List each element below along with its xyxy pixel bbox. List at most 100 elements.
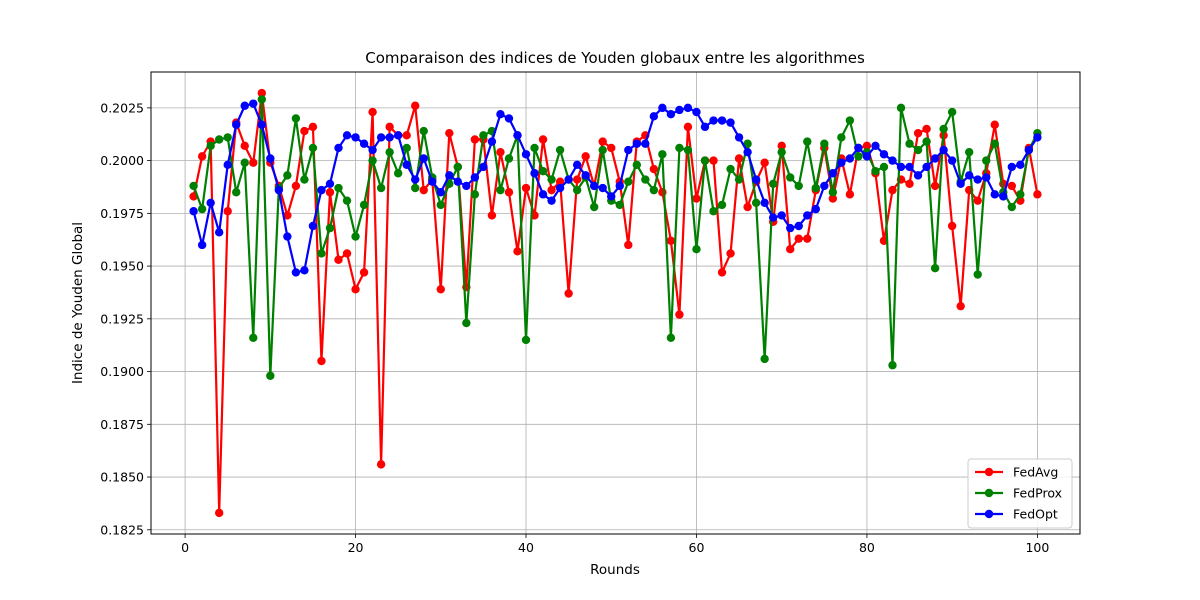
data-point-fedprox xyxy=(325,223,335,233)
data-point-fedopt xyxy=(973,175,982,184)
plot-frame xyxy=(150,71,1081,535)
data-point-fedopt xyxy=(786,223,795,233)
data-point-fedopt xyxy=(854,143,863,153)
data-point-fedprox xyxy=(794,181,803,191)
x-tick-label: 40 xyxy=(518,540,534,555)
data-point-fedprox xyxy=(922,137,931,146)
data-point-fedprox xyxy=(658,150,667,159)
data-point-fedopt xyxy=(393,131,403,140)
series-fedprox xyxy=(189,95,1042,380)
data-point-fedopt xyxy=(453,177,463,186)
data-point-fedopt xyxy=(751,175,761,184)
data-point-fedavg xyxy=(888,185,897,195)
data-point-fedavg xyxy=(487,211,497,220)
data-point-fedprox xyxy=(615,200,624,210)
data-point-fedprox xyxy=(837,133,846,142)
data-point-fedavg xyxy=(197,152,207,161)
data-point-fedopt xyxy=(223,160,232,170)
series-line-fedavg xyxy=(192,91,1039,515)
series-fedopt xyxy=(189,99,1042,277)
data-point-fedavg xyxy=(359,268,369,277)
data-point-fedavg xyxy=(717,268,727,277)
data-point-fedprox xyxy=(197,204,207,214)
data-point-fedopt xyxy=(734,133,744,142)
data-point-fedprox xyxy=(359,200,369,210)
data-point-fedprox xyxy=(854,152,863,161)
data-point-fedprox xyxy=(777,147,786,157)
data-point-fedavg xyxy=(803,234,812,243)
x-axis-label: Rounds xyxy=(590,562,640,578)
x-tick-label: 60 xyxy=(689,540,705,555)
data-point-fedopt xyxy=(717,116,727,125)
series-layer xyxy=(189,88,1042,518)
legend-item-fedopt: FedOpt xyxy=(975,507,1058,522)
data-point-fedopt xyxy=(965,171,974,180)
data-point-fedavg xyxy=(411,101,420,110)
data-point-fedopt xyxy=(257,120,266,129)
data-point-fedprox xyxy=(283,171,292,180)
data-point-fedavg xyxy=(334,255,343,264)
data-point-fedprox xyxy=(496,185,505,195)
data-point-fedavg xyxy=(598,137,607,146)
data-point-fedprox xyxy=(913,145,923,155)
data-point-fedopt xyxy=(999,192,1008,201)
data-point-fedopt xyxy=(385,133,394,142)
data-point-fedprox xyxy=(462,318,471,328)
data-point-fedprox xyxy=(368,156,377,165)
y-tick-label: 0.1975 xyxy=(100,206,144,221)
data-point-fedopt xyxy=(607,192,616,201)
data-point-fedopt xyxy=(351,133,360,142)
data-point-fedopt xyxy=(411,175,420,184)
data-point-fedavg xyxy=(624,240,633,250)
data-point-fedavg xyxy=(692,194,701,203)
data-point-fedprox xyxy=(692,245,701,254)
data-point-fedprox xyxy=(760,354,769,364)
data-point-fedavg xyxy=(436,285,445,294)
data-point-fedopt xyxy=(428,177,437,186)
data-point-fedavg xyxy=(947,221,957,231)
chart-title: Comparaison des indices de Youden globau… xyxy=(365,49,865,67)
data-point-fedopt xyxy=(436,188,445,197)
data-point-fedprox xyxy=(342,196,352,205)
data-point-fedopt xyxy=(419,154,428,163)
data-point-fedprox xyxy=(930,263,940,273)
data-point-fedopt xyxy=(232,120,241,129)
data-point-fedprox xyxy=(385,147,394,157)
data-point-fedprox xyxy=(589,202,599,212)
data-point-fedopt xyxy=(990,190,999,199)
x-tick-label: 80 xyxy=(859,540,875,555)
data-point-fedopt xyxy=(402,160,411,170)
data-point-fedprox xyxy=(803,137,812,146)
data-point-fedopt xyxy=(794,221,803,231)
data-point-fedopt xyxy=(308,221,318,231)
data-point-fedprox xyxy=(820,139,829,148)
y-ticks: 0.1825 0.1850 0.1875 0.1900 0.1925 0.1950 0.19… xyxy=(100,100,151,537)
data-point-fedprox xyxy=(632,160,642,170)
data-point-fedprox xyxy=(308,143,318,153)
data-point-fedprox xyxy=(555,145,565,155)
data-point-fedprox xyxy=(939,124,948,134)
data-point-fedopt xyxy=(487,137,497,146)
y-tick-label: 0.1950 xyxy=(100,259,144,274)
data-point-fedavg xyxy=(607,143,616,153)
data-point-fedprox xyxy=(982,156,991,165)
data-point-fedopt xyxy=(274,185,284,195)
data-point-fedprox xyxy=(223,133,232,142)
data-point-fedavg xyxy=(351,285,360,294)
data-point-fedprox xyxy=(879,162,889,172)
data-point-fedprox xyxy=(266,371,275,380)
y-tick-label: 0.2000 xyxy=(100,153,144,168)
data-point-fedavg xyxy=(249,158,258,167)
data-point-fedprox xyxy=(726,164,735,174)
x-ticks: 0 20 40 60 80 100 xyxy=(181,534,1049,555)
data-point-fedavg xyxy=(504,188,514,197)
data-point-fedavg xyxy=(291,181,301,191)
data-point-fedavg xyxy=(538,135,548,144)
data-point-fedopt xyxy=(300,266,309,275)
data-point-fedopt xyxy=(214,228,224,237)
data-point-fedavg xyxy=(743,202,752,212)
data-point-fedprox xyxy=(828,188,838,197)
data-point-fedopt xyxy=(1007,162,1017,172)
data-point-fedopt xyxy=(521,150,531,159)
